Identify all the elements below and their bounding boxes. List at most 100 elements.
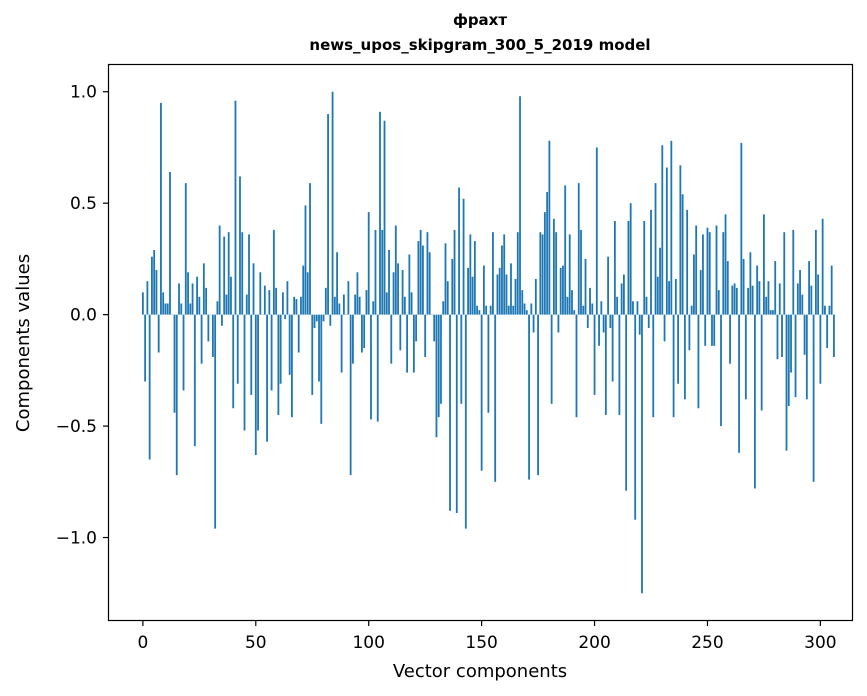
bar-component-76 xyxy=(313,314,316,329)
bar-component-252 xyxy=(711,314,713,346)
bar-component-209 xyxy=(613,221,616,315)
y-axis-label: Components values xyxy=(13,254,34,432)
y-axis-ticks: −1.0 −0.5 0.0 0.5 1.0 xyxy=(56,83,109,549)
bar-component-279 xyxy=(772,310,774,315)
bar-component-254 xyxy=(715,225,718,315)
bar-component-80 xyxy=(322,314,325,322)
bar-component-134 xyxy=(444,243,447,315)
bar-component-70 xyxy=(300,296,302,315)
bar-component-96 xyxy=(358,296,361,315)
bar-component-244 xyxy=(693,254,695,315)
bar-component-175 xyxy=(537,314,539,476)
bar-component-233 xyxy=(668,281,670,315)
bar-component-207 xyxy=(609,314,612,329)
bar-component-15 xyxy=(175,314,178,476)
bar-component-151 xyxy=(482,265,485,315)
bar-component-196 xyxy=(584,258,587,315)
bar-component-303 xyxy=(826,314,829,349)
bar-component-114 xyxy=(399,314,402,351)
bar-component-165 xyxy=(514,278,517,315)
bar-component-226 xyxy=(652,314,655,418)
x-tick-label: 300 xyxy=(804,633,836,653)
bar-component-106 xyxy=(381,229,384,315)
bar-component-108 xyxy=(385,292,388,315)
bar-component-67 xyxy=(293,296,296,315)
bar-component-206 xyxy=(607,256,609,315)
bar-component-208 xyxy=(611,314,614,382)
bar-component-150 xyxy=(480,314,483,471)
bar-component-58 xyxy=(272,229,275,315)
bar-component-71 xyxy=(302,265,305,315)
bar-component-48 xyxy=(250,314,253,395)
bar-component-115 xyxy=(401,270,404,315)
bar-component-301 xyxy=(821,218,824,315)
bar-component-300 xyxy=(819,314,822,384)
bar-component-54 xyxy=(263,285,266,315)
bar-component-291 xyxy=(799,270,801,315)
bar-component-103 xyxy=(374,229,377,315)
bar-component-297 xyxy=(812,314,815,482)
bar-component-228 xyxy=(656,276,659,315)
bar-component-104 xyxy=(376,314,379,422)
bar-component-274 xyxy=(760,314,763,411)
bar-component-234 xyxy=(670,140,673,315)
bar-component-123 xyxy=(419,229,422,315)
bar-component-215 xyxy=(627,221,630,315)
bar-component-113 xyxy=(397,263,399,315)
bar-component-27 xyxy=(202,263,205,315)
bar-component-63 xyxy=(284,314,287,320)
bar-component-52 xyxy=(259,272,262,315)
bar-component-224 xyxy=(647,314,650,329)
bar-component-64 xyxy=(286,281,289,315)
bar-component-60 xyxy=(277,314,280,415)
y-tick-label: −0.5 xyxy=(56,417,97,437)
bar-component-32 xyxy=(214,314,217,529)
bar-component-56 xyxy=(268,290,271,315)
bar-component-100 xyxy=(367,212,370,315)
bar-component-137 xyxy=(451,258,454,315)
bar-component-131 xyxy=(437,314,440,418)
bar-component-268 xyxy=(747,287,750,315)
bar-component-65 xyxy=(288,314,291,375)
bar-component-116 xyxy=(403,296,406,315)
bar-component-204 xyxy=(602,314,605,333)
bar-component-141 xyxy=(460,314,463,404)
bar-component-31 xyxy=(211,314,214,357)
bar-component-173 xyxy=(532,314,535,333)
bar-component-213 xyxy=(623,274,625,315)
bar-component-296 xyxy=(810,285,813,315)
bar-component-227 xyxy=(654,183,657,315)
bar-component-217 xyxy=(632,301,634,315)
bar-component-289 xyxy=(794,314,797,398)
bar-component-88 xyxy=(340,314,343,373)
x-tick-label: 0 xyxy=(137,633,148,653)
bar-component-256 xyxy=(720,314,722,427)
bar-component-135 xyxy=(446,281,449,315)
bar-component-239 xyxy=(681,194,684,315)
bar-component-211 xyxy=(618,314,621,415)
bar-component-266 xyxy=(742,258,745,315)
bar-component-184 xyxy=(557,314,560,333)
bar-component-304 xyxy=(828,305,831,315)
bar-component-255 xyxy=(717,290,720,315)
bar-component-221 xyxy=(641,314,643,594)
bar-component-89 xyxy=(342,294,345,315)
bar-component-66 xyxy=(291,314,293,418)
bar-component-222 xyxy=(643,221,646,315)
bar-component-243 xyxy=(690,305,693,315)
bar-component-190 xyxy=(571,290,573,315)
bar-component-19 xyxy=(184,183,187,315)
bar-component-192 xyxy=(575,314,578,418)
bar-component-178 xyxy=(543,212,546,315)
bar-component-3 xyxy=(148,314,151,460)
bar-component-236 xyxy=(674,278,677,315)
bar-component-74 xyxy=(309,183,311,315)
bar-component-22 xyxy=(191,283,194,315)
x-axis-label: Vector components xyxy=(393,661,567,682)
bar-component-148 xyxy=(476,305,479,315)
bar-component-33 xyxy=(216,301,219,315)
bar-component-101 xyxy=(370,314,372,420)
plot-frame xyxy=(107,63,854,622)
bar-component-267 xyxy=(744,314,747,400)
